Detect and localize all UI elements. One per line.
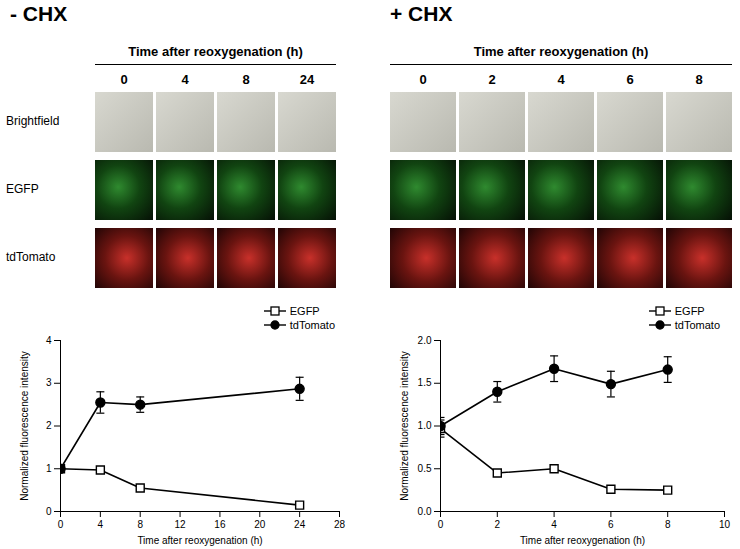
html-text:tdTomato: tdTomato	[6, 250, 56, 264]
svg-text:Normalized fluorescence intens: Normalized fluorescence intensity	[19, 351, 30, 501]
html-text:4: 4	[557, 72, 565, 87]
svg-text:0: 0	[58, 519, 64, 530]
html-text:tdTomato: tdTomato	[289, 319, 335, 331]
svg-text:1: 1	[46, 463, 52, 474]
svg-text:10: 10	[719, 519, 731, 530]
svg-text:24: 24	[294, 519, 306, 530]
html-text:2: 2	[488, 72, 496, 87]
svg-text:6: 6	[608, 519, 614, 530]
html-text:0: 0	[120, 72, 128, 87]
svg-text:4: 4	[551, 519, 557, 530]
svg-text:2.0: 2.0	[418, 335, 432, 346]
svg-text:0.5: 0.5	[418, 463, 432, 474]
svg-text:1.0: 1.0	[418, 420, 432, 431]
html-text:Time after reoxygenation (h): Time after reoxygenation (h)	[473, 44, 649, 59]
svg-text:0.0: 0.0	[418, 506, 432, 517]
html-text:EGFP: EGFP	[289, 305, 320, 317]
svg-text:Time after reoxygenation (h): Time after reoxygenation (h)	[137, 535, 262, 546]
html-text:24: 24	[299, 72, 315, 87]
svg-text:Time after reoxygenation (h): Time after reoxygenation (h)	[520, 535, 645, 546]
svg-text:4: 4	[46, 335, 52, 346]
html-text:4: 4	[181, 72, 189, 87]
html-text:8: 8	[695, 72, 703, 87]
html-text:+ CHX: + CHX	[390, 2, 453, 25]
html-text:- CHX: - CHX	[10, 2, 68, 25]
svg-text:4: 4	[98, 519, 104, 530]
svg-text:28: 28	[334, 519, 346, 530]
svg-text:20: 20	[254, 519, 266, 530]
svg-text:8: 8	[665, 519, 671, 530]
html-text:Time after reoxygenation (h): Time after reoxygenation (h)	[128, 44, 303, 59]
html-text:tdTomato: tdTomato	[674, 319, 720, 331]
svg-text:2: 2	[495, 519, 501, 530]
svg-text:3: 3	[46, 377, 52, 388]
html-text:0: 0	[419, 72, 427, 87]
svg-text:Normalized fluorescence intens: Normalized fluorescence intensity	[399, 351, 410, 501]
html-text:6: 6	[626, 72, 634, 87]
html-text:EGFP: EGFP	[6, 182, 39, 196]
svg-text:0: 0	[46, 506, 52, 517]
svg-text:16: 16	[214, 519, 226, 530]
html-text:EGFP: EGFP	[674, 305, 705, 317]
svg-text:0: 0	[438, 519, 444, 530]
svg-text:1.5: 1.5	[418, 377, 432, 388]
html-text:Brightfield: Brightfield	[6, 114, 60, 128]
html-text:8: 8	[242, 72, 250, 87]
svg-text:2: 2	[46, 420, 52, 431]
svg-text:8: 8	[137, 519, 143, 530]
svg-text:12: 12	[175, 519, 187, 530]
